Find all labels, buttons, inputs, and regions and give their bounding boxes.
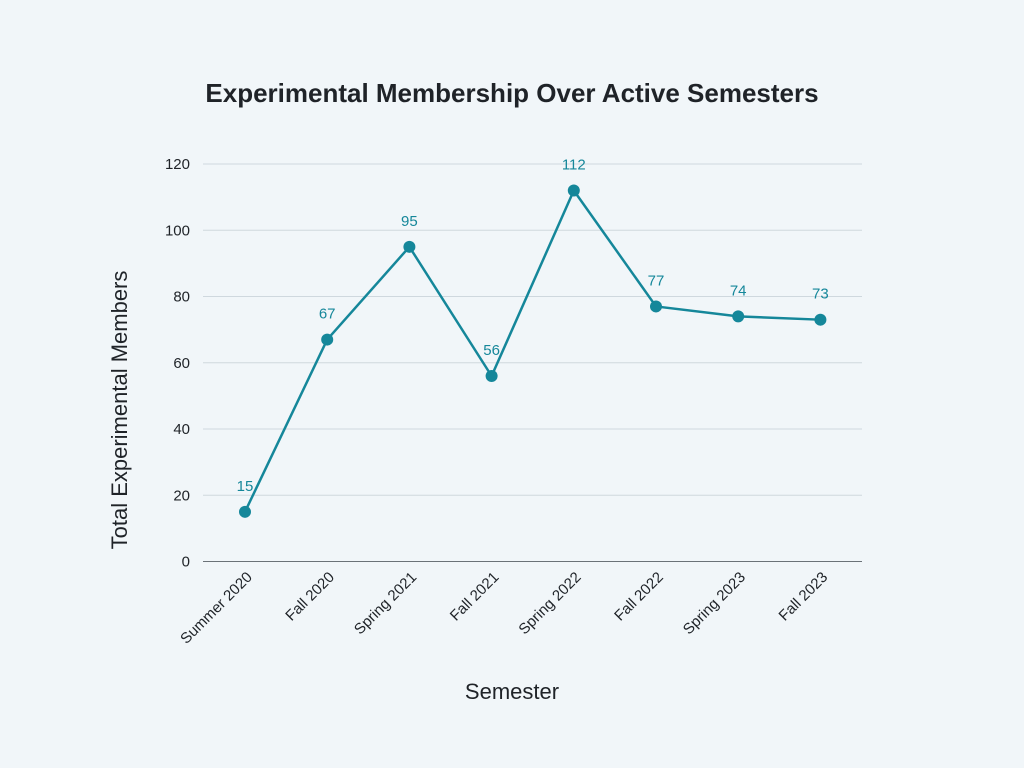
- data-point: [239, 505, 251, 518]
- data-point: [814, 313, 827, 326]
- x-tick-label: Spring 2021: [351, 569, 420, 638]
- data-label: 15: [237, 478, 254, 495]
- y-tick-label: 0: [182, 554, 190, 571]
- data-point: [650, 300, 662, 313]
- y-axis-title: Total Experimental Members: [107, 271, 132, 550]
- data-label: 73: [812, 286, 829, 303]
- y-tick-label: 40: [173, 421, 190, 438]
- x-tick-label: Fall 2020: [282, 569, 338, 625]
- x-tick-label: Summer 2020: [177, 569, 256, 648]
- series-layer: [239, 184, 827, 518]
- y-tick-label: 80: [173, 289, 190, 306]
- chart-title: Experimental Membership Over Active Seme…: [205, 78, 818, 108]
- y-axis-ticks: 0 20 40 60 80 100 120: [165, 156, 190, 571]
- data-point: [485, 370, 498, 382]
- data-label: 67: [319, 306, 336, 323]
- x-tick-label: Spring 2022: [515, 569, 584, 638]
- data-point: [403, 240, 416, 253]
- data-point: [567, 184, 580, 197]
- y-tick-label: 20: [173, 487, 190, 504]
- x-tick-label: Fall 2022: [611, 569, 667, 625]
- data-label: 95: [401, 213, 418, 230]
- x-tick-label: Spring 2023: [680, 569, 749, 638]
- data-label: 112: [562, 157, 586, 174]
- x-tick-label: Fall 2021: [447, 569, 503, 625]
- data-label: 56: [483, 342, 500, 359]
- x-tick-label: Fall 2023: [776, 569, 832, 625]
- data-point: [732, 310, 745, 323]
- x-axis-ticks: Summer 2020 Fall 2020 Spring 2021 Fall 2021…: [177, 569, 831, 648]
- gridlines: [203, 163, 862, 496]
- x-axis-title: Semester: [465, 679, 559, 704]
- y-tick-label: 120: [165, 156, 190, 173]
- series-line: [243, 189, 821, 513]
- data-labels: 15 67 95 56 112 77 74 73: [237, 157, 829, 495]
- data-point: [321, 333, 334, 346]
- data-label: 74: [730, 282, 747, 299]
- y-tick-label: 100: [165, 222, 190, 239]
- data-label: 77: [648, 272, 665, 289]
- y-tick-label: 60: [173, 355, 190, 372]
